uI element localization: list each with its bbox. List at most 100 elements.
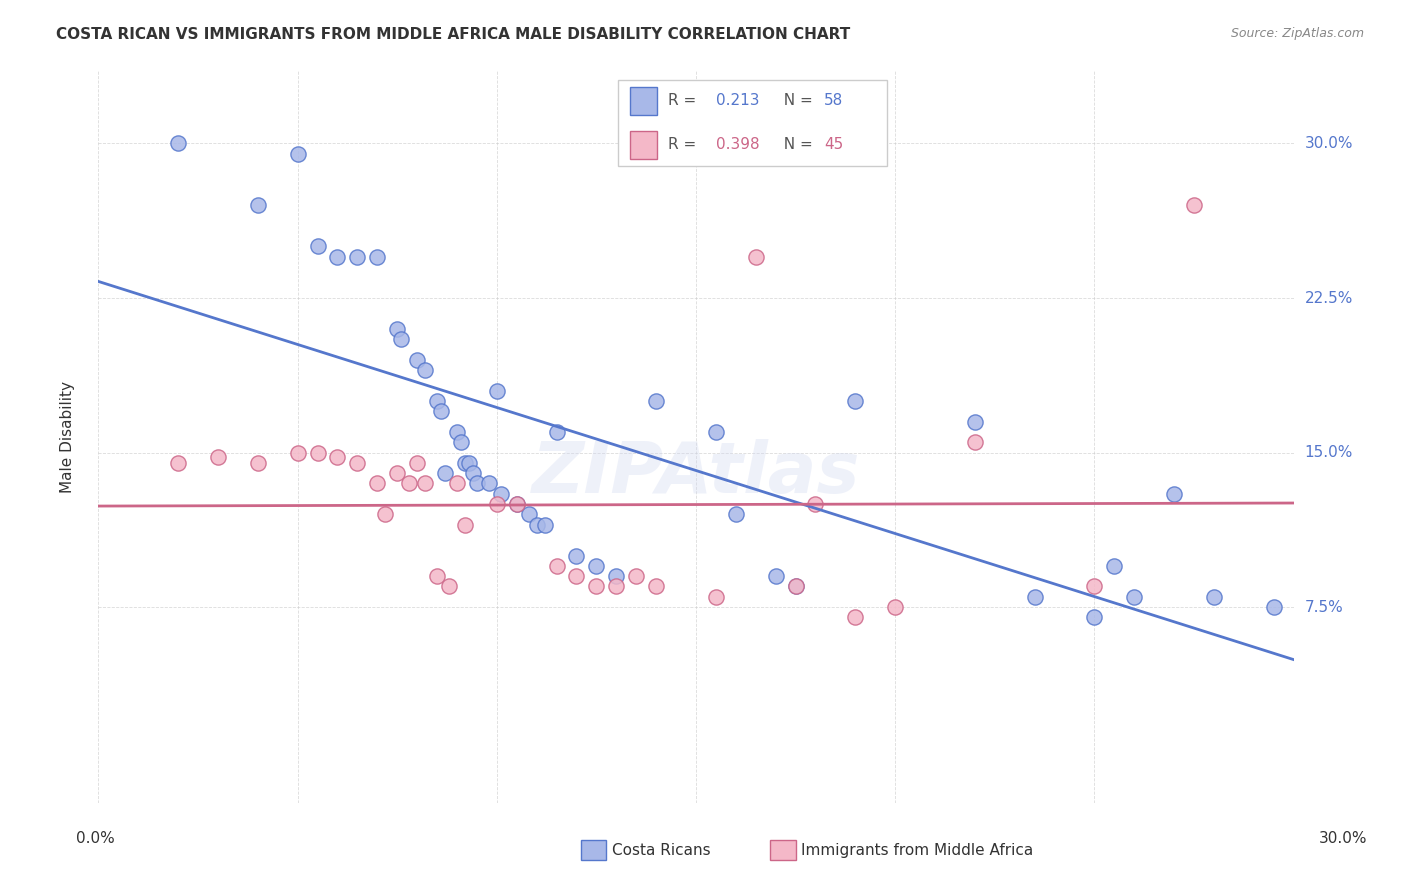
Point	[326, 250, 349, 264]
Point	[458, 456, 481, 470]
Point	[844, 610, 866, 624]
Point	[434, 466, 457, 480]
Text: R =: R =	[668, 137, 702, 152]
Point	[346, 250, 368, 264]
Point	[533, 517, 555, 532]
Point	[546, 558, 568, 573]
Point	[645, 579, 668, 593]
Point	[506, 497, 529, 511]
Text: 15.0%: 15.0%	[1305, 445, 1353, 460]
Point	[454, 456, 477, 470]
Text: R =: R =	[668, 93, 702, 108]
Point	[307, 445, 329, 459]
Point	[413, 476, 436, 491]
Text: N =: N =	[773, 137, 817, 152]
Point	[489, 487, 512, 501]
Point	[461, 466, 484, 480]
Point	[565, 569, 588, 583]
Point	[287, 445, 309, 459]
Point	[1083, 579, 1105, 593]
Y-axis label: Male Disability: Male Disability	[60, 381, 75, 493]
Point	[626, 569, 648, 583]
Point	[346, 456, 368, 470]
FancyBboxPatch shape	[619, 80, 887, 167]
Point	[704, 590, 727, 604]
Point	[1182, 198, 1205, 212]
Point	[167, 136, 190, 151]
Point	[485, 497, 508, 511]
Point	[1202, 590, 1225, 604]
Point	[1163, 487, 1185, 501]
Point	[765, 569, 787, 583]
Text: 0.398: 0.398	[716, 137, 759, 152]
Point	[963, 435, 986, 450]
Point	[605, 579, 627, 593]
Text: Costa Ricans: Costa Ricans	[612, 844, 710, 858]
Point	[406, 352, 429, 367]
Point	[430, 404, 453, 418]
Point	[446, 425, 468, 439]
Point	[413, 363, 436, 377]
Point	[1263, 600, 1285, 615]
Point	[704, 425, 727, 439]
Point	[446, 476, 468, 491]
Point	[437, 579, 460, 593]
Point	[844, 394, 866, 409]
Point	[454, 517, 477, 532]
Point	[398, 476, 420, 491]
Point	[307, 239, 329, 253]
Point	[565, 549, 588, 563]
Text: Source: ZipAtlas.com: Source: ZipAtlas.com	[1230, 27, 1364, 40]
Point	[546, 425, 568, 439]
Point	[246, 456, 269, 470]
Point	[167, 456, 190, 470]
Text: 0.0%: 0.0%	[76, 831, 115, 846]
Text: Immigrants from Middle Africa: Immigrants from Middle Africa	[801, 844, 1033, 858]
Point	[246, 198, 269, 212]
Point	[366, 476, 388, 491]
FancyBboxPatch shape	[630, 131, 657, 159]
Point	[1083, 610, 1105, 624]
Point	[585, 579, 607, 593]
Point	[478, 476, 501, 491]
Point	[517, 508, 540, 522]
Point	[426, 569, 449, 583]
Text: 22.5%: 22.5%	[1305, 291, 1353, 305]
Point	[526, 517, 548, 532]
Text: 30.0%: 30.0%	[1319, 831, 1367, 846]
Text: 7.5%: 7.5%	[1305, 599, 1343, 615]
Point	[1104, 558, 1126, 573]
Text: ZIPAtlas: ZIPAtlas	[531, 439, 860, 508]
Text: 0.213: 0.213	[716, 93, 759, 108]
Point	[406, 456, 429, 470]
Point	[207, 450, 229, 464]
Point	[785, 579, 807, 593]
Point	[1123, 590, 1146, 604]
Point	[374, 508, 396, 522]
Point	[804, 497, 827, 511]
Point	[366, 250, 388, 264]
Point	[450, 435, 472, 450]
Point	[389, 332, 412, 346]
Point	[287, 146, 309, 161]
Point	[724, 508, 747, 522]
FancyBboxPatch shape	[630, 87, 657, 115]
Text: N =: N =	[773, 93, 817, 108]
Point	[785, 579, 807, 593]
Point	[485, 384, 508, 398]
Point	[465, 476, 488, 491]
Point	[385, 466, 409, 480]
Point	[1024, 590, 1046, 604]
Text: 30.0%: 30.0%	[1305, 136, 1353, 151]
Text: 58: 58	[824, 93, 844, 108]
Point	[426, 394, 449, 409]
Point	[585, 558, 607, 573]
Text: COSTA RICAN VS IMMIGRANTS FROM MIDDLE AFRICA MALE DISABILITY CORRELATION CHART: COSTA RICAN VS IMMIGRANTS FROM MIDDLE AF…	[56, 27, 851, 42]
Point	[963, 415, 986, 429]
Point	[745, 250, 768, 264]
Point	[884, 600, 907, 615]
Point	[326, 450, 349, 464]
Point	[385, 322, 409, 336]
Text: 45: 45	[824, 137, 844, 152]
Point	[605, 569, 627, 583]
